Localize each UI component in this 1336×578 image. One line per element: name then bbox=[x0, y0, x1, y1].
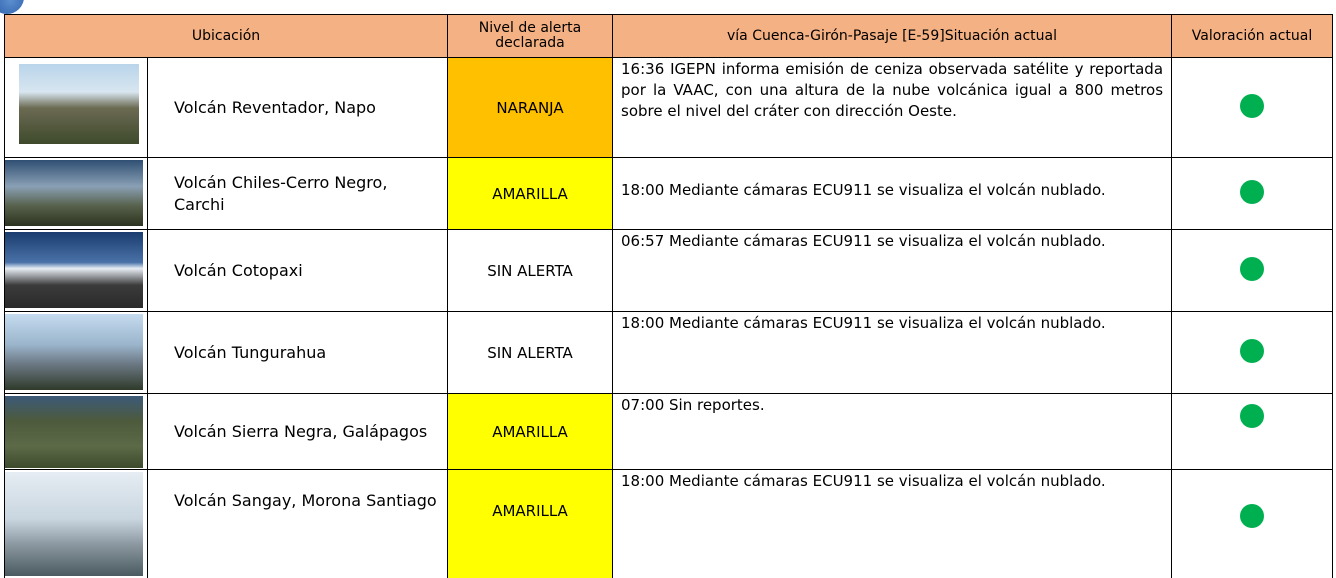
volcano-table: Ubicación Nivel de alerta declarada vía … bbox=[3, 14, 1334, 578]
alert-cell: SIN ALERTA bbox=[447, 229, 614, 312]
photo bbox=[5, 314, 143, 390]
header-cell: Ubicación bbox=[3, 14, 449, 58]
status-cell bbox=[1171, 229, 1334, 312]
row: Volcán Cotopaxi SIN ALERTA 06:57 Mediant… bbox=[4, 229, 1334, 312]
name-cell: Volcán Reventador, Napo bbox=[146, 57, 449, 158]
situation-cell: 18:00 Mediante cámaras ECU911 se visuali… bbox=[612, 311, 1173, 394]
status-dot bbox=[1240, 179, 1265, 204]
photo bbox=[19, 64, 139, 144]
row: Volcán Tungurahua SIN ALERTA 18:00 Media… bbox=[4, 311, 1334, 394]
photo-cell bbox=[4, 393, 148, 470]
photo-cell bbox=[4, 57, 148, 158]
header-row: Ubicación Nivel de alerta declarada vía … bbox=[3, 14, 1334, 58]
row: Volcán Sierra Negra, Galápagos AMARILLA … bbox=[4, 393, 1334, 470]
alert-cell: AMARILLA bbox=[447, 469, 614, 578]
header-cell: Valoración actual bbox=[1171, 14, 1334, 58]
status-dot bbox=[1240, 256, 1265, 281]
row: Volcán Sangay, Morona Santiago AMARILLA … bbox=[4, 469, 1334, 578]
alert-cell: NARANJA bbox=[447, 57, 614, 158]
name-cell: Volcán Tungurahua bbox=[146, 311, 449, 394]
status-dot bbox=[1240, 93, 1265, 118]
status-cell bbox=[1171, 157, 1334, 230]
situation-cell: 18:00 Mediante cámaras ECU911 se visuali… bbox=[612, 469, 1173, 578]
situation-cell: 07:00 Sin reportes. bbox=[612, 393, 1173, 470]
photo-cell bbox=[4, 229, 148, 312]
status-dot bbox=[1240, 338, 1265, 363]
situation-cell: 18:00 Mediante cámaras ECU911 se visuali… bbox=[612, 157, 1173, 230]
status-cell bbox=[1171, 311, 1334, 394]
logo bbox=[0, 0, 24, 14]
status-cell bbox=[1171, 469, 1334, 578]
row: Volcán Reventador, Napo NARANJA 16:36 IG… bbox=[4, 57, 1334, 158]
alert-cell: AMARILLA bbox=[447, 157, 614, 230]
photo bbox=[5, 472, 143, 576]
situation-cell: 16:36 IGEPN informa emisión de ceniza ob… bbox=[612, 57, 1173, 158]
name-cell: Volcán Chiles-Cerro Negro, Carchi bbox=[146, 157, 449, 230]
header-cell: Nivel de alerta declarada bbox=[447, 14, 614, 58]
photo-cell bbox=[4, 157, 148, 230]
situation-cell: 06:57 Mediante cámaras ECU911 se visuali… bbox=[612, 229, 1173, 312]
name-cell: Volcán Sangay, Morona Santiago bbox=[146, 469, 449, 578]
photo bbox=[5, 396, 143, 468]
photo-cell bbox=[4, 311, 148, 394]
photo bbox=[5, 232, 143, 308]
photo bbox=[5, 160, 143, 226]
status-cell bbox=[1171, 57, 1334, 158]
name-cell: Volcán Sierra Negra, Galápagos bbox=[146, 393, 449, 470]
alert-cell: SIN ALERTA bbox=[447, 311, 614, 394]
status-dot bbox=[1240, 504, 1265, 528]
photo-cell bbox=[4, 469, 148, 578]
status-cell bbox=[1171, 393, 1334, 470]
name-cell: Volcán Cotopaxi bbox=[146, 229, 449, 312]
status-dot bbox=[1240, 404, 1265, 428]
row: Volcán Chiles-Cerro Negro, Carchi AMARIL… bbox=[4, 157, 1334, 230]
header-cell: vía Cuenca-Girón-Pasaje [E-59]Situación … bbox=[612, 14, 1173, 58]
alert-cell: AMARILLA bbox=[447, 393, 614, 470]
